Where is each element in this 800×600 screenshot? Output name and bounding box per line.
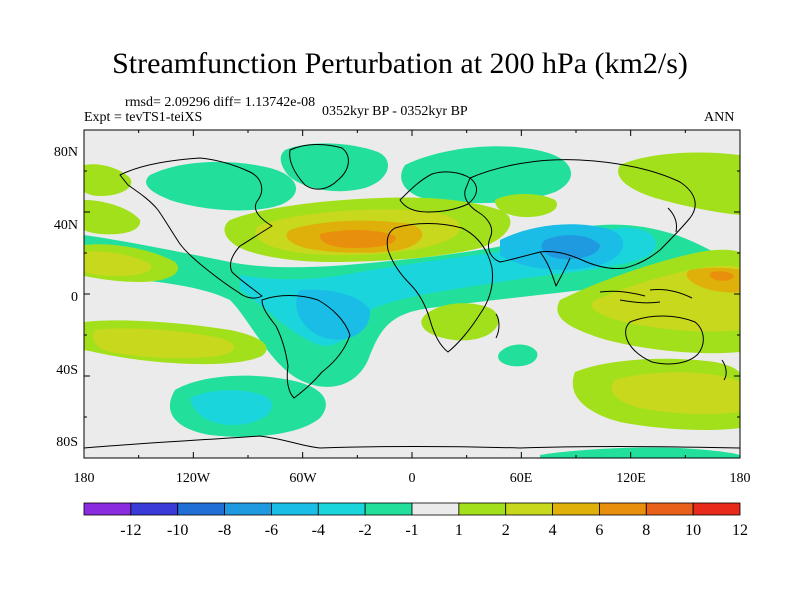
- colorbar-swatch: [411, 502, 460, 516]
- lon-label: 60W: [289, 471, 317, 486]
- colorbar-swatch: [317, 502, 366, 516]
- lon-label: 0: [409, 471, 416, 486]
- indian-ocean-negative-blob: [498, 344, 538, 367]
- lat-label: 80N: [54, 145, 78, 160]
- colorbar-swatch: [130, 502, 179, 516]
- colorbar-label: -2: [358, 522, 371, 539]
- africa-coast: [386, 223, 493, 353]
- asia-coast: [464, 159, 696, 269]
- colorbar-swatch: [364, 502, 413, 516]
- east-asia-positive: [494, 194, 558, 218]
- southern-ocean-negative: [540, 447, 740, 458]
- colorbar-swatch: [458, 502, 507, 516]
- season-label: ANN: [704, 110, 735, 125]
- asia-negative-center: [541, 235, 600, 260]
- south-america-coast: [261, 295, 351, 399]
- lat-label: 40N: [54, 218, 78, 233]
- north-pacific-positive-2: [84, 164, 132, 196]
- colorbar-swatch: [599, 502, 647, 516]
- colorbar-swatch: [552, 502, 600, 516]
- colorbar-label: 8: [642, 522, 650, 539]
- colorbar-label: 4: [549, 522, 557, 539]
- lon-label: 60E: [510, 471, 533, 486]
- axis-labels: 80N 40N 0 40S 80S 180 120W 60W 0 60E 120…: [54, 145, 751, 486]
- colorbar-label: -1: [405, 522, 418, 539]
- madagascar-coast: [495, 313, 500, 339]
- lat-label: 80S: [56, 435, 78, 450]
- positive-contours: [84, 152, 740, 430]
- colorbar-swatch: [692, 502, 741, 516]
- coastlines: [84, 144, 740, 449]
- europe-negative-lobe: [401, 146, 572, 204]
- colorbar-label: -6: [265, 522, 278, 539]
- colorbar-swatch: [224, 502, 272, 516]
- west-north-positive: [84, 200, 141, 235]
- map-title: Streamfunction Perturbation at 200 hPa (…: [112, 47, 688, 80]
- colorbar-swatch: [271, 502, 319, 516]
- colorbar: [83, 502, 741, 516]
- india-coast: [539, 251, 571, 287]
- japan-coast: [667, 207, 677, 233]
- colorbar-swatch: [83, 502, 132, 516]
- lat-label: 0: [71, 290, 78, 305]
- europe-coast: [399, 171, 477, 213]
- lon-label: 180: [74, 471, 95, 486]
- lon-label: 120E: [616, 471, 646, 486]
- contour-field: [84, 130, 740, 458]
- south-pacific-positive-2: [93, 328, 235, 359]
- period-label: 0352kyr BP - 0352kyr BP: [322, 104, 468, 119]
- negative-contours: [84, 143, 740, 458]
- colorbar-label: -8: [218, 522, 231, 539]
- east-pacific-positive-2: [84, 251, 152, 276]
- stats-line: rmsd= 2.09296 diff= 1.13742e-08: [125, 95, 316, 110]
- atlantic-negative-core: [296, 289, 371, 340]
- colorbar-label: 1: [455, 522, 463, 539]
- lat-label: 40S: [56, 363, 78, 378]
- north-atlantic-positive-6: [319, 230, 396, 248]
- lon-label: 180: [730, 471, 751, 486]
- colorbar-swatch: [505, 502, 553, 516]
- experiment-label: Expt = tevTS1-teiXS: [84, 110, 203, 125]
- colorbar-label: 2: [502, 522, 510, 539]
- colorbar-label: -10: [167, 522, 188, 539]
- colorbar-swatch: [177, 502, 225, 516]
- lon-label: 120W: [176, 471, 211, 486]
- north-pacific-positive: [618, 152, 740, 215]
- australia-coast: [625, 315, 704, 365]
- new-zealand-coast: [721, 359, 727, 381]
- colorbar-label: -12: [120, 522, 141, 539]
- north-america-coast: [119, 157, 273, 299]
- indonesia-coast: [599, 289, 693, 304]
- colorbar-labels: -12 -10 -8 -6 -4 -2 -1 1 2 4 6 8 10 12: [120, 522, 748, 539]
- colorbar-label: -4: [312, 522, 325, 539]
- axis-ticks: [83, 129, 741, 459]
- antarctica-coast: [84, 435, 740, 449]
- greenland-coast: [289, 144, 349, 190]
- west-pacific-positive-6: [709, 271, 734, 281]
- greenland-negative-lobe: [280, 143, 388, 192]
- southeast-positive-2: [611, 372, 740, 415]
- south-pacific-negative-core: [190, 390, 273, 425]
- south-indian-positive: [421, 303, 499, 341]
- colorbar-swatch: [645, 502, 694, 516]
- colorbar-label: 12: [732, 522, 748, 539]
- colorbar-label: 6: [595, 522, 603, 539]
- colorbar-label: 10: [685, 522, 701, 539]
